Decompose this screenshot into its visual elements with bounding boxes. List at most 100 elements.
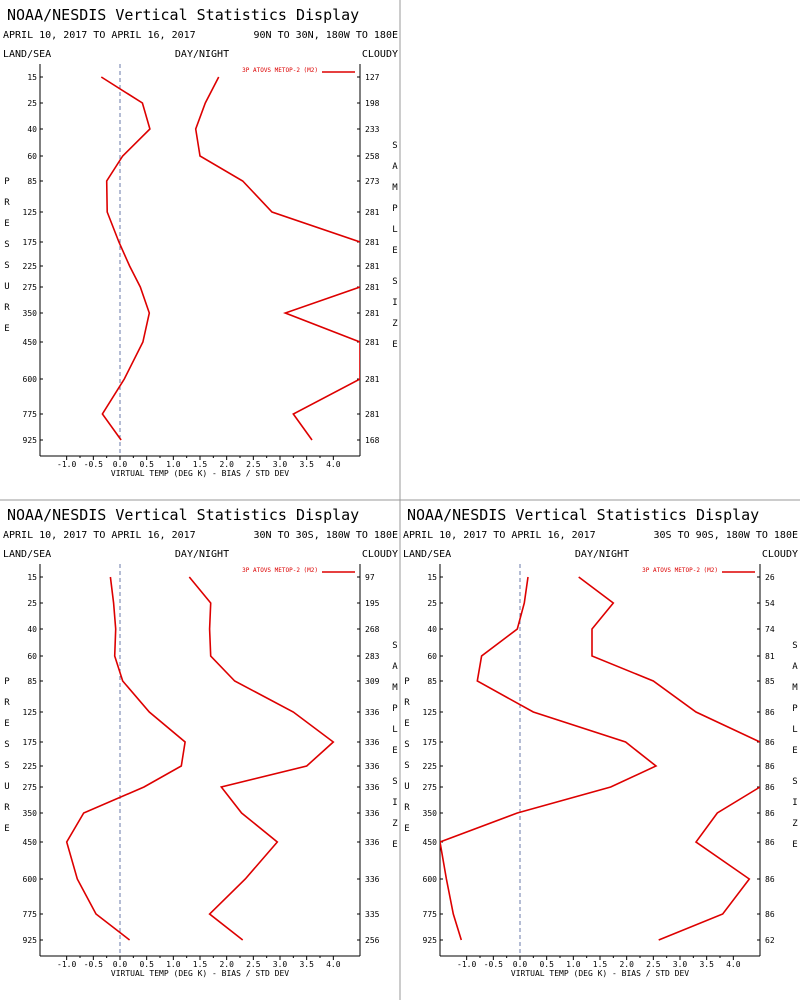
pressure-axis-letter: P bbox=[4, 677, 10, 687]
x-tick-label: 1.5 bbox=[193, 960, 208, 969]
std-dev-series-line bbox=[194, 76, 360, 243]
stats-panel-1: NOAA/NESDIS Vertical Statistics Display A… bbox=[3, 6, 398, 478]
pressure-level-label: 25 bbox=[27, 599, 37, 608]
sample-size-label: 54 bbox=[765, 599, 775, 608]
sample-size-label: 281 bbox=[365, 262, 380, 271]
day-night-label: DAY/NIGHT bbox=[175, 549, 229, 560]
date-range: APRIL 10, 2017 TO APRIL 16, 2017 bbox=[3, 530, 196, 541]
x-tick-label: 2.5 bbox=[246, 960, 261, 969]
sample-axis-letter: P bbox=[792, 704, 798, 714]
pressure-level-label: 175 bbox=[23, 738, 38, 747]
panel-title: NOAA/NESDIS Vertical Statistics Display bbox=[407, 506, 759, 524]
pressure-axis-letter: U bbox=[404, 782, 409, 792]
pressure-level-label: 85 bbox=[427, 677, 437, 686]
land-sea-label: LAND/SEA bbox=[403, 549, 451, 560]
pressure-level-label: 60 bbox=[427, 652, 437, 661]
bias-series-line bbox=[100, 76, 151, 441]
sample-size-label: 281 bbox=[365, 375, 380, 384]
sample-size-label: 198 bbox=[365, 99, 380, 108]
pressure-axis-letter: E bbox=[4, 719, 9, 729]
x-tick-label: 0.0 bbox=[113, 460, 128, 469]
legend-label: 3P ATOVS METOP-2 (M2) bbox=[242, 567, 318, 574]
x-tick-label: 1.0 bbox=[566, 960, 581, 969]
pressure-axis-letter: S bbox=[4, 240, 9, 250]
x-tick-label: -1.0 bbox=[457, 960, 476, 969]
pressure-level-label: 275 bbox=[23, 783, 38, 792]
pressure-level-label: 275 bbox=[23, 283, 38, 292]
pressure-level-label: 450 bbox=[423, 838, 438, 847]
stats-panel-3: NOAA/NESDIS Vertical Statistics Display A… bbox=[403, 506, 798, 978]
pressure-level-label: 85 bbox=[27, 677, 37, 686]
x-tick-label: -0.5 bbox=[84, 460, 103, 469]
std-dev-series-line bbox=[658, 786, 760, 941]
sample-size-label: 86 bbox=[765, 762, 775, 771]
sample-size-label: 81 bbox=[765, 652, 775, 661]
pressure-axis-letter: R bbox=[4, 698, 10, 708]
x-tick-label: 2.0 bbox=[219, 960, 234, 969]
sample-size-label: 26 bbox=[765, 573, 775, 582]
sample-size-label: 86 bbox=[765, 738, 775, 747]
sample-axis-letter: S bbox=[392, 641, 397, 651]
sample-size-label: 281 bbox=[365, 238, 380, 247]
pressure-level-label: 775 bbox=[23, 910, 38, 919]
sample-axis-letter: S bbox=[792, 777, 797, 787]
sample-axis-letter: P bbox=[392, 204, 398, 214]
pressure-level-label: 40 bbox=[427, 625, 437, 634]
sample-size-label: 62 bbox=[765, 936, 775, 945]
sample-size-label: 336 bbox=[365, 783, 380, 792]
pressure-level-label: 225 bbox=[23, 262, 38, 271]
pressure-level-label: 600 bbox=[23, 375, 38, 384]
pressure-level-label: 40 bbox=[27, 625, 37, 634]
pressure-level-label: 350 bbox=[23, 309, 38, 318]
pressure-axis-letter: E bbox=[404, 824, 409, 834]
sample-axis-letter: P bbox=[392, 704, 398, 714]
pressure-level-label: 600 bbox=[23, 875, 38, 884]
pressure-axis-letter: S bbox=[4, 740, 9, 750]
sample-size-label: 273 bbox=[365, 177, 380, 186]
region: 30N TO 30S, 180W TO 180E bbox=[254, 530, 399, 541]
day-night-label: DAY/NIGHT bbox=[175, 49, 229, 60]
x-tick-label: 0.0 bbox=[513, 960, 528, 969]
sample-axis-letter: S bbox=[392, 777, 397, 787]
pressure-level-label: 925 bbox=[423, 936, 438, 945]
x-tick-label: 4.0 bbox=[326, 460, 341, 469]
sample-size-label: 281 bbox=[365, 410, 380, 419]
pressure-level-label: 450 bbox=[23, 838, 38, 847]
x-tick-label: 1.5 bbox=[593, 960, 608, 969]
pressure-axis-letter: S bbox=[4, 761, 9, 771]
pressure-level-label: 25 bbox=[427, 599, 437, 608]
legend-label: 3P ATOVS METOP-2 (M2) bbox=[242, 67, 318, 74]
cloudy-label: CLOUDY bbox=[762, 549, 798, 560]
sample-size-label: 281 bbox=[365, 309, 380, 318]
sample-axis-letter: S bbox=[392, 141, 397, 151]
pressure-level-label: 125 bbox=[423, 708, 438, 717]
pressure-axis-letter: P bbox=[4, 177, 10, 187]
x-axis-label: VIRTUAL TEMP (DEG K) - BIAS / STD DEV bbox=[111, 469, 289, 478]
sample-axis-letter: E bbox=[392, 840, 397, 850]
sample-size-label: 336 bbox=[365, 809, 380, 818]
x-tick-label: 3.5 bbox=[699, 960, 714, 969]
sample-axis-letter: I bbox=[792, 798, 797, 808]
x-tick-label: 3.0 bbox=[273, 960, 288, 969]
std-dev-series-line bbox=[282, 286, 360, 441]
sample-size-label: 281 bbox=[365, 338, 380, 347]
sample-size-label: 74 bbox=[765, 625, 775, 634]
sample-axis-letter: I bbox=[392, 298, 397, 308]
sample-size-label: 309 bbox=[365, 677, 380, 686]
pressure-axis-letter: S bbox=[404, 740, 409, 750]
sample-axis-letter: L bbox=[392, 225, 397, 235]
pressure-axis-letter: R bbox=[404, 803, 410, 813]
land-sea-label: LAND/SEA bbox=[3, 49, 51, 60]
sample-size-label: 258 bbox=[365, 152, 380, 161]
pressure-level-label: 15 bbox=[427, 573, 437, 582]
sample-axis-letter: A bbox=[792, 662, 798, 672]
sample-size-label: 268 bbox=[365, 625, 380, 634]
pressure-axis-letter: R bbox=[4, 303, 10, 313]
x-axis-label: VIRTUAL TEMP (DEG K) - BIAS / STD DEV bbox=[111, 969, 289, 978]
pressure-level-label: 225 bbox=[423, 762, 438, 771]
pressure-axis-letter: E bbox=[4, 219, 9, 229]
date-range: APRIL 10, 2017 TO APRIL 16, 2017 bbox=[3, 30, 196, 41]
pressure-level-label: 175 bbox=[23, 238, 38, 247]
sample-axis-letter: M bbox=[392, 183, 398, 193]
sample-axis-letter: S bbox=[792, 641, 797, 651]
